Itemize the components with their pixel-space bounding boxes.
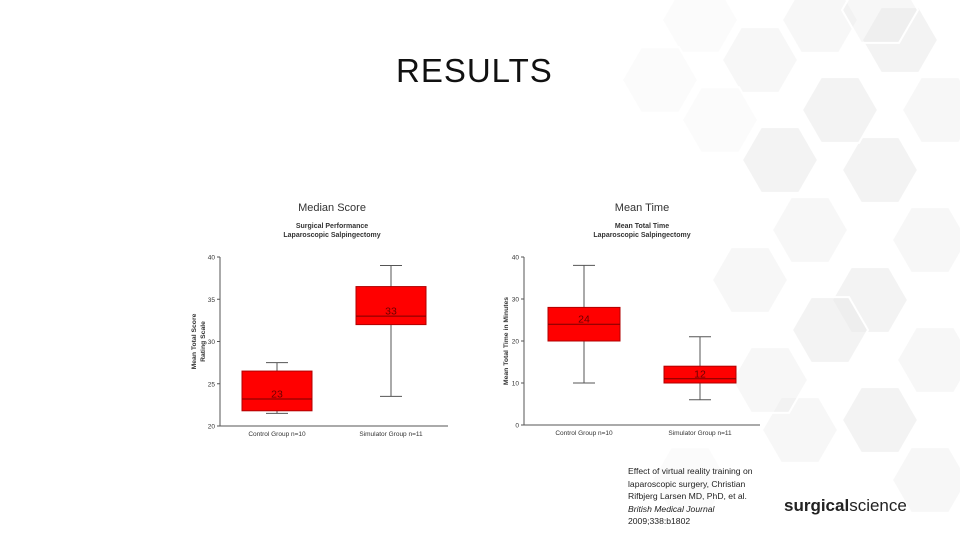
logo-bold-text: surgical [784, 496, 850, 515]
chart-title: Median Score [298, 202, 366, 214]
x-category-label: Simulator Group n=11 [668, 430, 732, 437]
y-tick-label: 0 [515, 423, 519, 430]
chart-title: Mean Time [615, 202, 669, 214]
background-hexagon [840, 0, 920, 44]
x-category-label: Control Group n=10 [248, 431, 306, 438]
background-hexagon [650, 446, 730, 514]
background-hexagon [840, 136, 920, 204]
median-score-chart: Median Score Surgical Performance Laparosc… [186, 195, 456, 445]
background-hexagon [770, 196, 850, 264]
y-tick-label: 30 [512, 297, 520, 304]
box-plot-group: 23 [241, 362, 313, 414]
y-tick-label: 40 [208, 255, 216, 262]
y-axis-label: Rating Scale [200, 321, 207, 362]
y-tick-label: 30 [208, 339, 216, 346]
background-hexagon [680, 86, 760, 154]
y-tick-label: 20 [208, 424, 216, 431]
slide-title: RESULTS [396, 52, 553, 89]
chart-subtitle: Laparoscopic Salpingectomy [283, 232, 380, 239]
y-axis-label: Mean Total Time in Minutes [503, 297, 510, 385]
citation-line: Effect of virtual reality training on [628, 466, 753, 476]
median-score-plot: Median Score Surgical Performance Laparosc… [191, 202, 448, 438]
box-plot-group: 33 [355, 264, 427, 397]
chart-subtitle: Laparoscopic Salpingectomy [593, 232, 690, 239]
citation-line: laparoscopic surgery, Christian [628, 478, 746, 489]
background-hexagon [790, 296, 870, 364]
box-plot-group: 24 [547, 264, 621, 384]
box-value-label: 24 [578, 314, 590, 326]
background-hexagon [890, 206, 960, 274]
background-hexagon [660, 0, 740, 54]
box-iqr [241, 370, 313, 412]
background-hexagon [710, 246, 790, 314]
chart-subtitle: Surgical Performance [296, 223, 368, 230]
chart-subtitle: Mean Total Time [615, 223, 669, 230]
y-axis-label: Mean Total Score [191, 313, 198, 369]
background-hexagon [800, 76, 880, 144]
box-plot-group: 12 [663, 336, 737, 401]
citation-line: Rifbjerg Larsen MD, PhD, et al. [628, 491, 747, 502]
box-value-label: 12 [694, 368, 706, 380]
background-hexagon [740, 126, 820, 194]
mean-time-plot: Mean Time Mean Total Time Laparoscopic Sal… [503, 202, 760, 437]
surgical-science-logo: surgicalscience [784, 496, 907, 516]
background-hexagon [900, 76, 960, 144]
citation-journal: British Medical Journal [628, 503, 715, 514]
citation-reference: 2009;338:b1802 [628, 516, 691, 527]
citation: Effect of virtual reality training on la… [628, 465, 768, 528]
y-tick-label: 20 [512, 339, 520, 346]
y-tick-label: 10 [512, 381, 520, 388]
box-value-label: 33 [385, 306, 397, 318]
y-tick-label: 40 [512, 255, 520, 262]
box-iqr [355, 286, 427, 326]
background-hexagon [620, 46, 700, 114]
background-hexagon [890, 446, 960, 514]
y-tick-label: 25 [208, 381, 216, 388]
background-hexagon [895, 326, 960, 394]
background-hexagon [840, 386, 920, 454]
background-hexagon [780, 0, 860, 54]
box-value-label: 23 [271, 388, 283, 400]
x-category-label: Control Group n=10 [555, 430, 613, 437]
background-hexagon [720, 26, 800, 94]
y-tick-label: 35 [208, 297, 216, 304]
x-category-label: Simulator Group n=11 [359, 431, 423, 438]
mean-time-chart: Mean Time Mean Total Time Laparoscopic Sal… [496, 195, 770, 445]
logo-regular-text: science [849, 496, 907, 515]
